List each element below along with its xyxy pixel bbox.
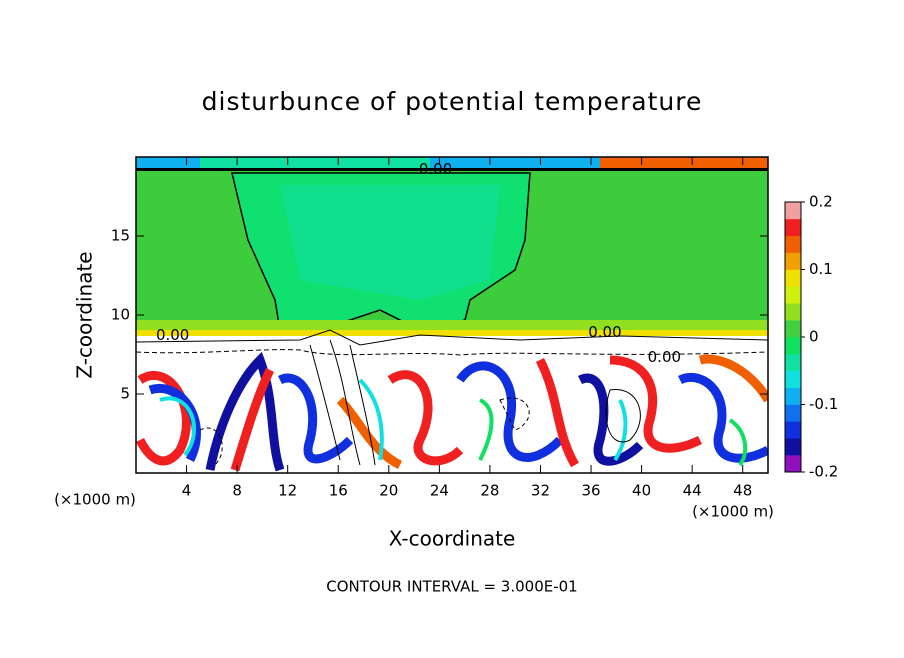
y-axis-label: Z-coordinate	[73, 251, 97, 378]
colorbar-swatch	[785, 387, 801, 405]
contour-label: 0.00	[588, 323, 621, 341]
colorbar-tick-label: -0.2	[809, 463, 838, 481]
footnote: CONTOUR INTERVAL = 3.000E-01	[326, 578, 577, 596]
x-tick-label: 48	[733, 482, 752, 500]
x-tick-label: 28	[480, 482, 499, 500]
colorbar-swatch	[785, 353, 801, 372]
x-tick-label: 32	[531, 482, 550, 500]
field	[136, 157, 768, 473]
x-unit-label: (×1000 m)	[54, 491, 136, 509]
x-tick-label: 24	[430, 482, 449, 500]
x-axis-label: X-coordinate	[389, 527, 516, 551]
colorbar-swatch	[785, 235, 801, 253]
colorbar-swatch	[785, 303, 801, 321]
x-unit-label: (×1000 m)	[692, 503, 774, 521]
x-tick-label: 20	[379, 482, 398, 500]
x-tick-label: 16	[329, 482, 348, 500]
colorbar-swatch	[785, 455, 801, 473]
x-tick-label: 8	[232, 482, 242, 500]
contour-label: 0.00	[648, 348, 681, 366]
colorbar-swatch	[785, 218, 801, 237]
y-tick-label: 15	[111, 227, 130, 245]
colorbar-swatch	[785, 370, 801, 388]
colorbar-tick-label: 0.1	[809, 260, 833, 278]
colorbar-tick-label: 0.2	[809, 193, 833, 211]
x-tick-label: 4	[182, 482, 192, 500]
colorbar-swatch	[785, 438, 801, 456]
colorbar-swatch	[785, 286, 801, 304]
colorbar-swatch	[785, 404, 801, 422]
colorbar-swatch	[785, 269, 801, 287]
colorbar-swatch	[785, 252, 801, 270]
colorbar-tick-label: -0.1	[809, 395, 838, 413]
colorbar-swatch	[785, 202, 801, 220]
x-tick-label: 36	[581, 482, 600, 500]
y-tick-label: 10	[111, 306, 130, 324]
colorbar-tick-label: 0	[809, 328, 819, 346]
chart-title: disturbunce of potential temperature	[202, 87, 703, 116]
contour-label: 0.00	[156, 326, 189, 344]
colorbar-swatch	[785, 337, 801, 355]
x-tick-label: 12	[278, 482, 297, 500]
contour-label: 0.00	[419, 160, 452, 178]
colorbar-swatch	[785, 421, 801, 439]
x-tick-label: 40	[632, 482, 651, 500]
x-tick-label: 44	[683, 482, 702, 500]
y-tick-label: 5	[120, 385, 130, 403]
colorbar-swatch	[785, 320, 801, 338]
